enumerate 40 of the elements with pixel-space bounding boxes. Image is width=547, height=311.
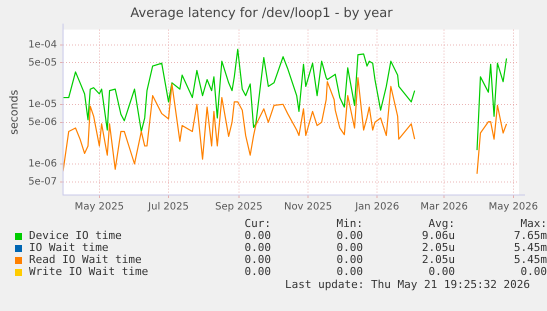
y-tick-label: 1e-05 (28, 98, 58, 110)
text: 0.00 (336, 229, 363, 242)
chart-title: Average latency for /dev/loop1 - by year (130, 6, 394, 22)
text: 0.00 (428, 265, 455, 278)
text: Last update: Thu May 21 19:25:32 2026 (284, 278, 530, 291)
text: 5.45m (512, 241, 547, 254)
text: 9.06u (420, 229, 455, 242)
text: 0.00 (336, 241, 363, 254)
text: 0.00 (520, 265, 547, 278)
legend-label: IO Wait time (29, 241, 110, 254)
text: 2.05u (420, 253, 455, 266)
y-tick-label: 5e-06 (28, 116, 58, 128)
x-tick-label: May 2026 (488, 202, 538, 213)
x-tick-label: Sep 2025 (215, 202, 263, 213)
y-tick-label: 1e-06 (28, 158, 58, 170)
text: Avg: (428, 217, 455, 230)
x-tick-label: Nov 2025 (284, 202, 332, 213)
text: 0.00 (244, 265, 271, 278)
y-tick-label: 5e-07 (28, 176, 58, 188)
text: 5.45m (512, 253, 547, 266)
text: 0.00 (244, 241, 271, 254)
text: 0.00 (336, 253, 363, 266)
text: Max: (520, 217, 547, 230)
x-tick-label: Jul 2025 (147, 202, 189, 213)
legend-label: Device IO time (29, 229, 123, 242)
legend-label: Write IO Wait time (29, 265, 150, 278)
text: 0.00 (336, 265, 363, 278)
text: 0.00 (244, 253, 271, 266)
y-tick-label: 5e-05 (28, 57, 58, 68)
y-tick-label: 1e-04 (28, 39, 58, 50)
legend-label: Read IO Wait time (29, 253, 143, 266)
text: 7.65m (512, 229, 547, 242)
x-tick-label: May 2025 (74, 202, 124, 213)
text: 0.00 (244, 229, 271, 242)
text: Min: (336, 217, 363, 230)
text: Cur: (244, 217, 271, 230)
x-tick-label: Jan 2026 (354, 202, 400, 213)
x-tick-label: Mar 2026 (420, 202, 468, 213)
text: 2.05u (420, 241, 455, 254)
y-axis-title: seconds (7, 90, 20, 135)
